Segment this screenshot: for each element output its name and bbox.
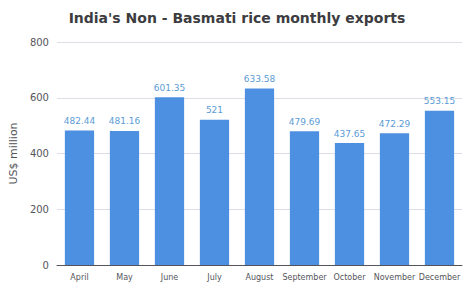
svg-text:US$ million: US$ million bbox=[7, 122, 20, 184]
svg-text:472.29: 472.29 bbox=[379, 119, 411, 129]
svg-text:521: 521 bbox=[206, 105, 223, 115]
svg-text:October: October bbox=[333, 273, 366, 282]
svg-text:600: 600 bbox=[30, 92, 49, 103]
svg-text:May: May bbox=[116, 273, 133, 282]
svg-text:800: 800 bbox=[30, 37, 49, 48]
svg-text:April: April bbox=[70, 273, 88, 282]
svg-text:482.44: 482.44 bbox=[64, 116, 96, 126]
svg-text:601.35: 601.35 bbox=[154, 83, 186, 93]
svg-text:November: November bbox=[374, 273, 416, 282]
svg-text:June: June bbox=[160, 273, 179, 282]
svg-text:200: 200 bbox=[30, 204, 49, 215]
svg-text:481.16: 481.16 bbox=[109, 116, 141, 126]
svg-text:September: September bbox=[282, 273, 327, 282]
svg-text:400: 400 bbox=[30, 148, 49, 159]
svg-text:India's Non - Basmati rice mon: India's Non - Basmati rice monthly expor… bbox=[69, 10, 406, 26]
svg-text:479.69: 479.69 bbox=[289, 117, 321, 127]
svg-text:December: December bbox=[419, 273, 461, 282]
svg-text:July: July bbox=[206, 273, 222, 282]
svg-text:633.58: 633.58 bbox=[244, 74, 276, 84]
svg-text:August: August bbox=[245, 273, 273, 282]
svg-text:553.15: 553.15 bbox=[424, 96, 456, 106]
svg-text:437.65: 437.65 bbox=[334, 129, 366, 139]
svg-text:0: 0 bbox=[43, 260, 49, 271]
